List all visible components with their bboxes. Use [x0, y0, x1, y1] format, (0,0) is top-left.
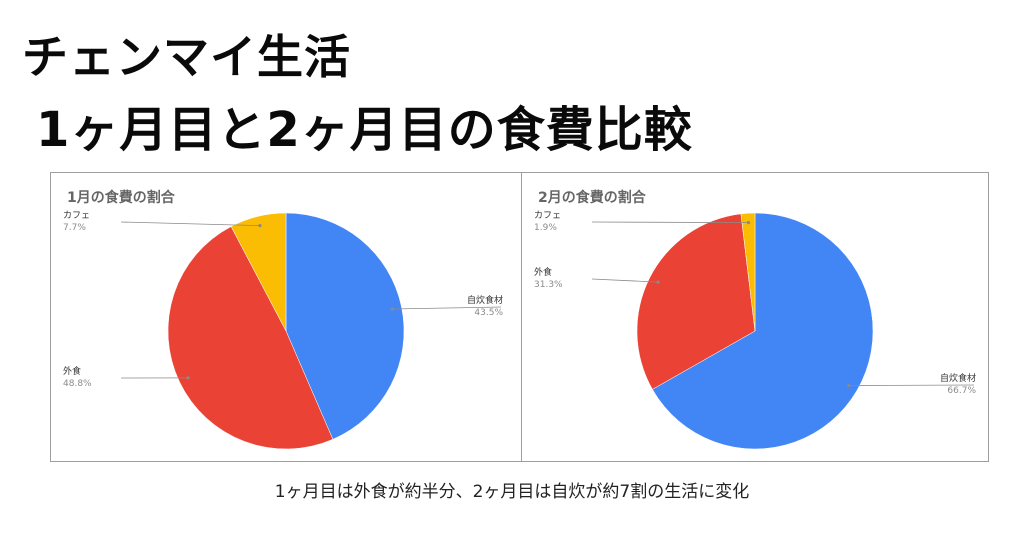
leader-dot — [847, 383, 851, 388]
slice-value-label: 48.8% — [63, 379, 92, 389]
slice-label: 外食 — [63, 365, 81, 377]
slice-value-label: 66.7% — [947, 386, 976, 396]
leader-dot — [656, 280, 660, 284]
caption: 1ヶ月目は外食が約半分、2ヶ月目は自炊が約7割の生活に変化 — [274, 482, 750, 502]
slice-label: カフェ — [63, 210, 90, 221]
chart-title: 2月の食費の割合 — [538, 190, 646, 206]
leader-line — [591, 221, 749, 224]
leader-dot — [390, 307, 394, 311]
slice-label: 自炊食材 — [467, 294, 503, 306]
leader-dot — [186, 376, 190, 380]
slice-value-label: 7.7% — [63, 223, 86, 233]
slice-label: カフェ — [534, 210, 561, 221]
page-title-line2: 1ヶ月目と2ヶ月目の食費比較 — [36, 102, 693, 158]
leader-dot — [258, 224, 262, 228]
pie-slice — [285, 212, 405, 440]
leader-line — [120, 221, 261, 227]
leader-line — [591, 278, 659, 283]
slice-label: 自炊食材 — [940, 372, 976, 384]
pie-slice — [652, 212, 874, 450]
leader-dot — [746, 221, 751, 225]
chart-panel-february: 2月の食費の割合 自炊食材 66.7% 外食 31.3% カフェ 1.9% — [521, 172, 989, 462]
pie-chart-january: 自炊食材 43.5% 外食 48.8% カフェ 7.7% — [63, 210, 503, 450]
pie-slice — [167, 226, 334, 450]
pie-slice — [740, 212, 756, 332]
chart-panel-january: 1月の食費の割合 自炊食材 43.5% 外食 48.8% カフェ 7.7% — [50, 172, 522, 462]
leader-line — [392, 306, 502, 310]
pie-slice — [636, 213, 756, 390]
pie-slice — [230, 212, 287, 332]
leader-line — [848, 384, 975, 386]
slice-value-label: 43.5% — [474, 308, 503, 318]
slice-value-label: 31.3% — [534, 280, 563, 290]
pie-chart-february: 自炊食材 66.7% 外食 31.3% カフェ 1.9% — [534, 210, 976, 450]
chart-title: 1月の食費の割合 — [67, 190, 175, 206]
slice-label: 外食 — [534, 266, 552, 278]
slice-value-label: 1.9% — [534, 223, 557, 233]
page-title-line1: チェンマイ生活 — [22, 30, 351, 84]
